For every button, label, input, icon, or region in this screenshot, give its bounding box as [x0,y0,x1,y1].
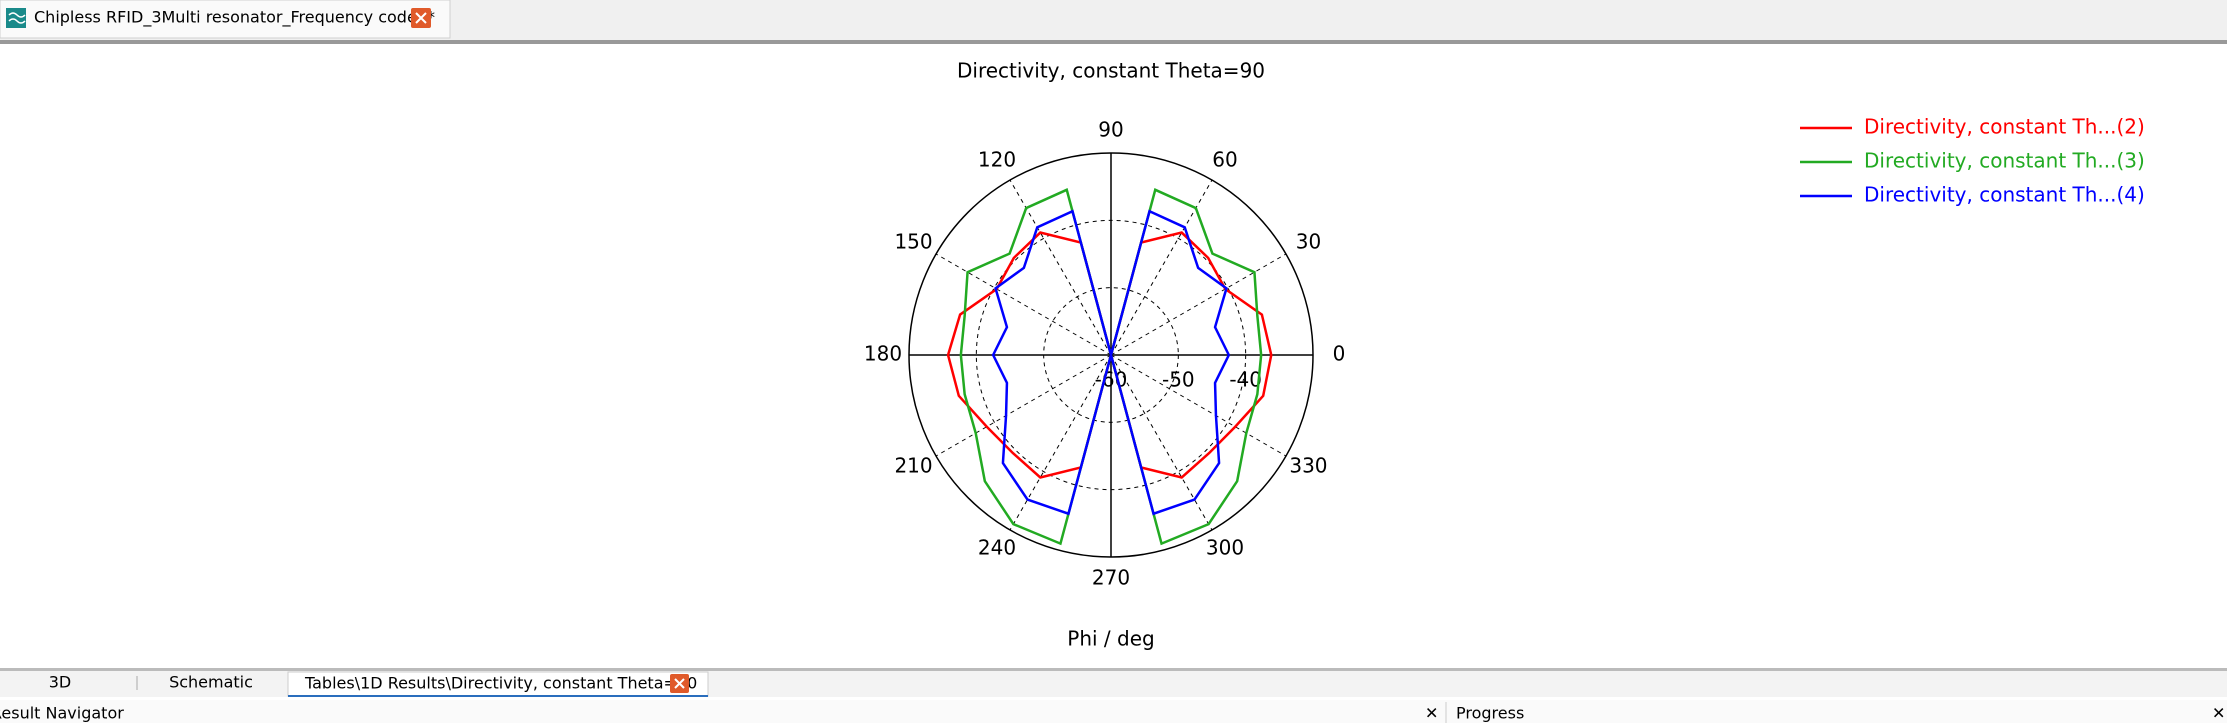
angle-tick-label: 300 [1206,535,1244,559]
grid-line [935,354,1112,457]
angle-tick-label: 0 [1333,342,1346,366]
series-line [991,209,1231,516]
close-button[interactable]: ✕ [2212,704,2225,723]
bottom-tab[interactable]: Tables\1D Results\Directivity, constant … [304,674,697,693]
chart-title: Directivity, constant Theta=90 [957,59,1265,83]
angle-tick-label: 120 [978,148,1016,172]
close-button[interactable]: ✕ [1425,704,1438,723]
grid-line [1009,354,1112,531]
angle-tick-label: 150 [894,230,932,254]
panel-header-bar [0,700,2227,723]
grid-line [1110,354,1213,531]
series-line [946,231,1273,479]
series-line [959,188,1263,546]
grid-line [1110,354,1287,457]
bottom-tab[interactable]: Schematic [169,673,253,692]
axis-label: Phi / deg [1067,627,1154,651]
angle-tick-label: 30 [1296,230,1321,254]
angle-tick-label: 240 [978,535,1016,559]
document-tab[interactable] [0,0,451,39]
document-tab-title: Chipless RFID_3Multi resonator_Frequency… [34,8,435,28]
document-icon [6,8,26,28]
chart: Directivity, constant Theta=90 Phi / deg… [864,59,2145,651]
radial-tick-label: -50 [1162,368,1195,392]
legend-label: Directivity, constant Th...(3) [1864,149,2145,173]
active-tab[interactable] [287,671,709,697]
radial-tick-label: -40 [1229,368,1262,392]
panel-title: Progress [1456,704,1524,723]
angle-tick-label: 270 [1092,566,1130,590]
separator [0,40,2227,44]
legend-label: Directivity, constant Th...(4) [1864,183,2145,207]
angle-tick-label: 330 [1289,454,1327,478]
angle-tick-label: 90 [1098,118,1123,142]
panel-title: Result Navigator [0,704,124,723]
angle-tick-label: 60 [1212,148,1237,172]
angle-tick-label: 210 [894,454,932,478]
separator [0,668,2227,671]
angle-tick-label: 180 [864,342,902,366]
grid-line [1110,253,1287,356]
legend-label: Directivity, constant Th...(2) [1864,115,2145,139]
grid-line [935,253,1112,356]
bottom-tab[interactable]: 3D [49,673,72,692]
